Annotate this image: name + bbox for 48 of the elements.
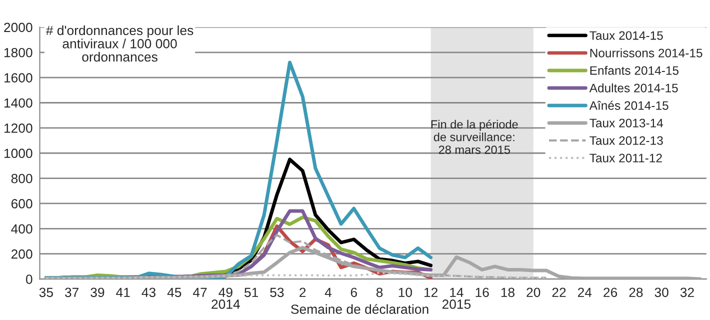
y-tick-label: 1600 (4, 73, 32, 82)
x-tick-label: 49 2014 (212, 288, 240, 309)
x-tick-label: 12 (424, 288, 438, 297)
x-tick-label: 39 (90, 288, 104, 298)
x-tick-label: 37 (64, 288, 78, 298)
x-tick-label: 14 2015 (442, 288, 471, 309)
y-axis-title: # d'ordonnances pour les antiviraux / 100 000 ordonnances (46, 25, 194, 62)
x-tick-label: 2 (300, 288, 306, 297)
x-tick-label: 47 (192, 288, 207, 297)
y-tick-label: 1400 (4, 98, 32, 108)
y-tick-label: 200 (11, 249, 32, 259)
y-tick-label: 0 (26, 274, 32, 284)
x-tick-label: 41 (116, 288, 130, 297)
y-tick-label: 600 (11, 199, 32, 208)
x-tick-label: 35 (39, 288, 53, 298)
y-tick-label: 1800 (4, 48, 32, 58)
y-tick-label: 2000 (4, 22, 32, 32)
x-tick-label: 28 (629, 288, 643, 298)
x-tick-label: 32 (680, 288, 694, 298)
band-label: Fin de la période de surveillance: 28 mars 2015 (431, 120, 518, 154)
legend-label: Nourrissons 2014-15 (590, 48, 702, 58)
legend-label: Adultes 2014-15 (589, 83, 678, 92)
legend-label: Taux 2011-12 (590, 154, 662, 162)
x-tick-label: 6 (350, 288, 357, 298)
y-tick-label: 1200 (4, 124, 32, 133)
legend-label: Taux 2013-14 (590, 118, 664, 128)
y-tick-label: 400 (11, 224, 32, 234)
legend-label: Enfants 2014-15 (590, 66, 679, 75)
x-tick-label: 30 (654, 288, 668, 298)
x-tick-label: 24 (578, 288, 592, 297)
x-tick-label: 10 (398, 288, 412, 298)
legend-label: Taux 2012-13 (590, 136, 663, 145)
x-tick-label: 8 (376, 288, 383, 298)
x-tick-label: 16 (476, 288, 489, 298)
x-tick-label: 53 (270, 288, 284, 298)
x-tick-label: 22 (552, 288, 566, 297)
x-tick-label: 20 (526, 288, 540, 298)
y-tick-label: 800 (11, 174, 32, 184)
x-tick-label: 18 (501, 288, 514, 298)
x-tick-label: 51 (244, 288, 258, 298)
legend-label: Taux 2014-15 (590, 31, 663, 40)
y-tick-label: 1000 (4, 148, 32, 158)
x-tick-label: 4 (324, 288, 332, 297)
x-tick-label: 45 (167, 288, 182, 298)
x-tick-label: 43 (142, 288, 156, 298)
x-axis-title: Semaine de déclaration (291, 304, 428, 314)
x-tick-label: 26 (604, 288, 618, 298)
legend-label: Aînés 2014-15 (589, 100, 668, 110)
